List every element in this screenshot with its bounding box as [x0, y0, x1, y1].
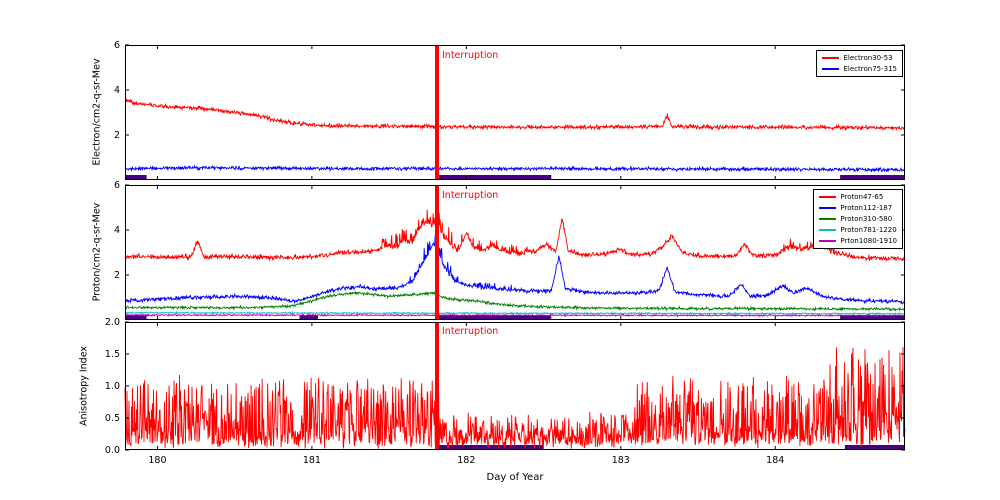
axes-frame	[125, 185, 905, 320]
legend-item: Electron75-315	[822, 65, 897, 73]
tick-label: 6	[114, 40, 120, 51]
proton-legend: Proton47-65 Proton112-187 Proton310-580 Pro…	[813, 189, 903, 250]
legend-label: Prton1080-1910	[840, 237, 897, 246]
tick-label: 4	[114, 85, 120, 96]
Proton112-187-line	[124, 234, 906, 305]
tick-label: 180	[148, 455, 166, 466]
legend-item: Proton310-580	[819, 215, 897, 223]
tick-label: 1.5	[105, 349, 120, 360]
data-gap-bar	[437, 445, 544, 450]
Proton310-580-line	[124, 290, 906, 313]
legend-item: Electron30-53	[822, 54, 897, 62]
tick-label: 2	[114, 270, 120, 281]
legend-line-swatch	[822, 68, 840, 71]
legend-line-swatch	[819, 229, 837, 232]
tick-label: 4	[114, 225, 120, 236]
electron-legend: Electron30-53 Electron75-315	[816, 50, 903, 78]
data-gap-bar	[437, 175, 552, 180]
tick-label: 183	[612, 455, 630, 466]
legend-label: Proton310-580	[840, 215, 893, 224]
legend-line-swatch	[819, 240, 837, 243]
legend-item: Proton112-187	[819, 204, 897, 212]
legend-label: Proton112-187	[840, 204, 893, 213]
legend-item: Proton781-1220	[819, 226, 897, 234]
tick-label: 0.5	[105, 413, 120, 424]
interruption-annotation-proton: Interruption	[442, 190, 499, 201]
tick-label: 181	[303, 455, 321, 466]
electron-y-axis-label: Electron/cm2-q-sr-Mev	[91, 58, 103, 166]
legend-label: Proton781-1220	[840, 226, 897, 235]
legend-item: Proton47-65	[819, 193, 897, 201]
tick-label: 182	[457, 455, 475, 466]
legend-line-swatch	[822, 57, 840, 60]
Electron30-53-line	[124, 98, 906, 132]
data-gap-bar	[299, 315, 318, 320]
data-gap-bar	[840, 315, 905, 320]
legend-line-swatch	[819, 207, 837, 210]
Proton781-1220-line	[124, 310, 906, 316]
panel-1: 2 4 6	[114, 180, 906, 320]
Proton47-65-line	[124, 209, 906, 263]
Electron75-315-line	[124, 164, 906, 173]
axes-frame	[125, 45, 905, 180]
interruption-annotation-anisotropy: Interruption	[442, 326, 499, 337]
legend-item: Prton1080-1910	[819, 237, 897, 245]
panel-2: 180 181 182 183 184 0.0 0.5 1.0 1.5 2.0	[105, 317, 906, 466]
tick-label: 184	[766, 455, 784, 466]
legend-line-swatch	[819, 218, 837, 221]
legend-label: Proton47-65	[840, 193, 884, 201]
anisotropy-y-axis-label: Anisotropy Index	[78, 346, 90, 426]
tick-label: 0.0	[105, 445, 120, 456]
tick-label: 6	[114, 180, 120, 191]
legend-label: Electron30-53	[843, 54, 893, 62]
tick-label: 1.0	[105, 381, 120, 392]
AnisotropyIndex-line	[124, 346, 906, 449]
tick-label: 2.0	[105, 317, 120, 328]
Prton1080-1910-line	[124, 313, 906, 318]
data-gap-bar	[125, 175, 147, 180]
data-gap-bar	[437, 315, 552, 320]
x-axis-label: Day of Year	[486, 472, 544, 483]
proton-y-axis-label: Proton/cm2-q-sr-Mev	[91, 202, 103, 302]
tick-label: 2	[114, 130, 120, 141]
panel-0: 2 4 6	[114, 40, 906, 180]
data-gap-bar	[125, 315, 147, 320]
legend-line-swatch	[819, 196, 837, 199]
data-gap-bar	[844, 445, 905, 450]
interruption-annotation-electron: Interruption	[442, 50, 499, 61]
data-gap-bar	[840, 175, 905, 180]
legend-label: Electron75-315	[843, 65, 897, 74]
